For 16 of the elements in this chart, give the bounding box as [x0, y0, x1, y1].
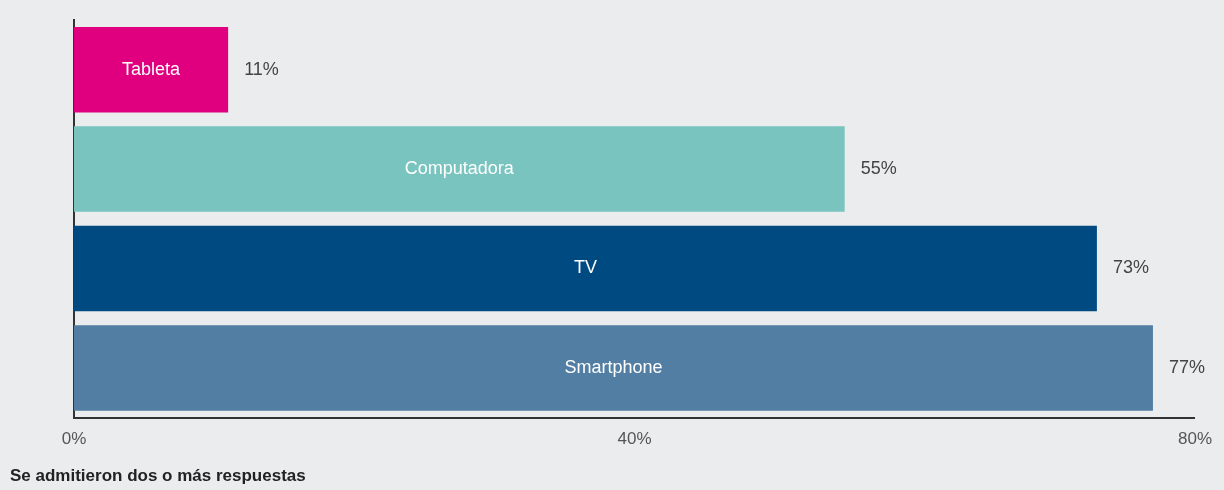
text: Se admitieron dos o más respuestas	[10, 466, 306, 486]
data-label: 11%	[244, 58, 279, 79]
bar	[74, 126, 845, 212]
data-label: 77%	[1168, 356, 1205, 377]
y-tick-label: TV	[573, 257, 597, 278]
bar	[74, 325, 1153, 411]
bar	[74, 225, 1097, 312]
y-tick-label: Tableta	[122, 58, 182, 79]
x-tick-label: 80%	[1177, 429, 1212, 449]
data-label: 55%	[860, 158, 897, 179]
data-label: 73%	[1112, 257, 1149, 278]
y-tick-label: Smartphone	[564, 356, 663, 377]
bar	[74, 26, 229, 113]
x-tick-label: 0%	[61, 429, 87, 449]
x-tick-label: 40%	[617, 429, 652, 449]
y-tick-label: Computadora	[404, 158, 515, 179]
